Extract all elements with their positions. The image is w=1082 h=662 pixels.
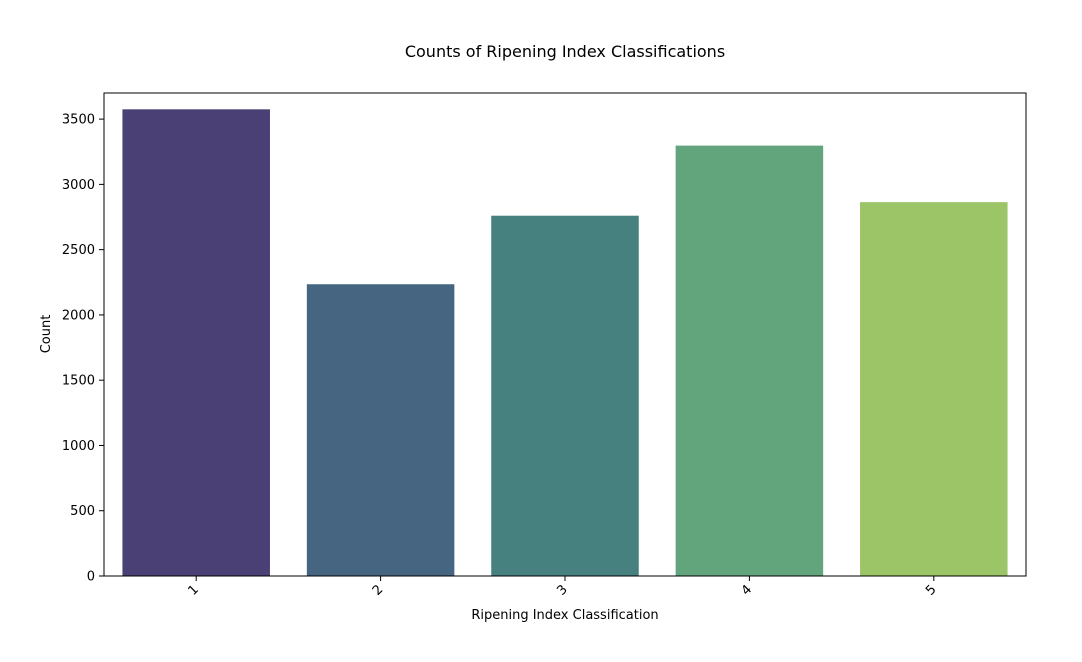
y-tick-label: 1500 xyxy=(62,374,95,389)
x-axis: 1 2 3 4 5 xyxy=(185,576,940,599)
x-tick-label: 5 xyxy=(923,582,939,598)
y-tick-label: 3000 xyxy=(62,178,95,193)
y-tick-label: 1000 xyxy=(62,439,95,454)
x-axis-label: Ripening Index Classification xyxy=(471,608,658,623)
y-tick-label: 2000 xyxy=(62,308,95,323)
bar-3 xyxy=(491,215,639,576)
bar-2 xyxy=(306,284,455,576)
chart-title: Counts of Ripening Index Classifications xyxy=(405,42,725,61)
y-tick-label: 0 xyxy=(87,570,95,585)
x-tick-label: 1 xyxy=(185,582,201,598)
x-tick-label: 4 xyxy=(739,582,755,598)
y-axis: 0 500 1000 1500 2000 2500 3000 3500 xyxy=(62,113,104,585)
bars xyxy=(122,109,1008,577)
y-axis-label: Count xyxy=(39,315,54,354)
y-tick-label: 3500 xyxy=(62,113,95,128)
bar-4 xyxy=(675,145,824,577)
bar-1 xyxy=(122,109,270,576)
y-tick-label: 500 xyxy=(70,504,95,519)
x-tick-label: 2 xyxy=(370,582,386,598)
x-tick-label: 3 xyxy=(554,582,570,598)
y-tick-label: 2500 xyxy=(62,243,95,258)
bar-5 xyxy=(860,202,1008,576)
